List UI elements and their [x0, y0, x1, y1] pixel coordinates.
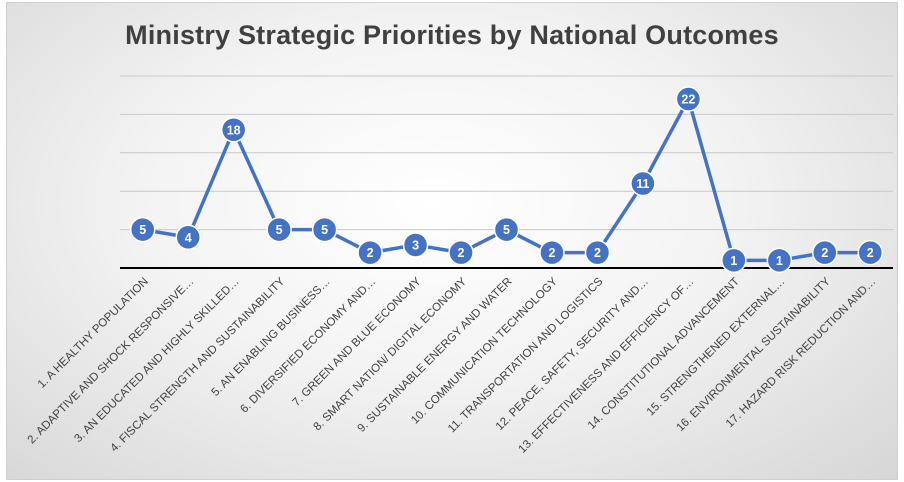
- data-point: 11: [630, 170, 656, 197]
- point-marker: [857, 239, 884, 266]
- data-point: 5: [266, 216, 292, 243]
- data-point: 1: [721, 247, 747, 274]
- point-marker: [266, 216, 292, 243]
- point-value-label: 5: [321, 223, 328, 237]
- data-point: 2: [539, 239, 565, 266]
- point-value-label: 2: [367, 246, 374, 260]
- data-point: 1: [766, 247, 793, 274]
- data-point: 5: [493, 216, 520, 243]
- data-point: 3: [402, 232, 429, 258]
- point-value-label: 1: [730, 254, 737, 268]
- point-value-label: 2: [548, 246, 555, 260]
- point-value-label: 2: [821, 246, 828, 260]
- point-value-label: 5: [276, 223, 283, 237]
- data-point: 18: [220, 117, 247, 143]
- point-value-label: 1: [776, 254, 783, 268]
- data-point: 2: [357, 239, 383, 266]
- x-tick-label: 16. ENVIRONMENTAL SUSTAINABILITY: [675, 275, 834, 434]
- x-tick-label: 11. TRANSPORTATION AND LOGISTICS: [446, 275, 606, 435]
- chart-title: Ministry Strategic Priorities by Nationa…: [125, 20, 779, 50]
- point-value-label: 4: [185, 231, 192, 245]
- data-point: 22: [675, 86, 702, 112]
- x-tick-label: 13. EFFECTIVENESS AND EFFICIENCY OF…: [516, 276, 696, 456]
- point-marker: [448, 239, 474, 266]
- data-point: 2: [857, 239, 884, 266]
- x-tick-label: 3. AN EDUCATED AND HIGHLY SKILLED…: [72, 276, 241, 445]
- point-marker: [220, 117, 247, 143]
- point-value-label: 2: [458, 246, 465, 260]
- data-point: 5: [129, 216, 156, 243]
- point-value-label: 22: [681, 93, 695, 107]
- point-marker: [675, 86, 702, 112]
- point-value-label: 18: [227, 123, 241, 137]
- point-marker: [721, 247, 747, 274]
- point-value-label: 5: [139, 223, 146, 237]
- point-marker: [584, 239, 611, 266]
- point-value-label: 2: [867, 246, 874, 260]
- point-value-label: 5: [503, 223, 510, 237]
- chart-area: [6, 2, 898, 480]
- point-marker: [311, 216, 338, 243]
- point-value-label: 3: [412, 238, 419, 252]
- data-point: 5: [311, 216, 338, 243]
- point-marker: [129, 216, 156, 243]
- point-marker: [539, 239, 565, 266]
- x-tick-label: 2. ADAPTIVE AND SHOCK RESPONSIVE…: [26, 276, 197, 447]
- point-value-label: 2: [594, 246, 601, 260]
- point-marker: [493, 216, 520, 243]
- point-marker: [357, 239, 383, 266]
- point-marker: [812, 239, 838, 266]
- point-marker: [630, 170, 656, 197]
- point-value-label: 11: [636, 177, 649, 191]
- data-point: 4: [175, 224, 201, 251]
- point-marker: [766, 247, 793, 274]
- point-marker: [175, 224, 201, 251]
- x-tick-label: 4. FISCAL STRENGTH AND SUSTAINABILITY: [108, 275, 287, 454]
- gridlines: [120, 75, 893, 231]
- data-point: 2: [448, 239, 474, 266]
- x-tick-label: 9. SUSTAINABLE ENERGY AND WATER: [356, 276, 515, 435]
- data-point: 2: [812, 239, 838, 266]
- point-marker: [402, 232, 429, 258]
- data-point: 2: [584, 239, 611, 266]
